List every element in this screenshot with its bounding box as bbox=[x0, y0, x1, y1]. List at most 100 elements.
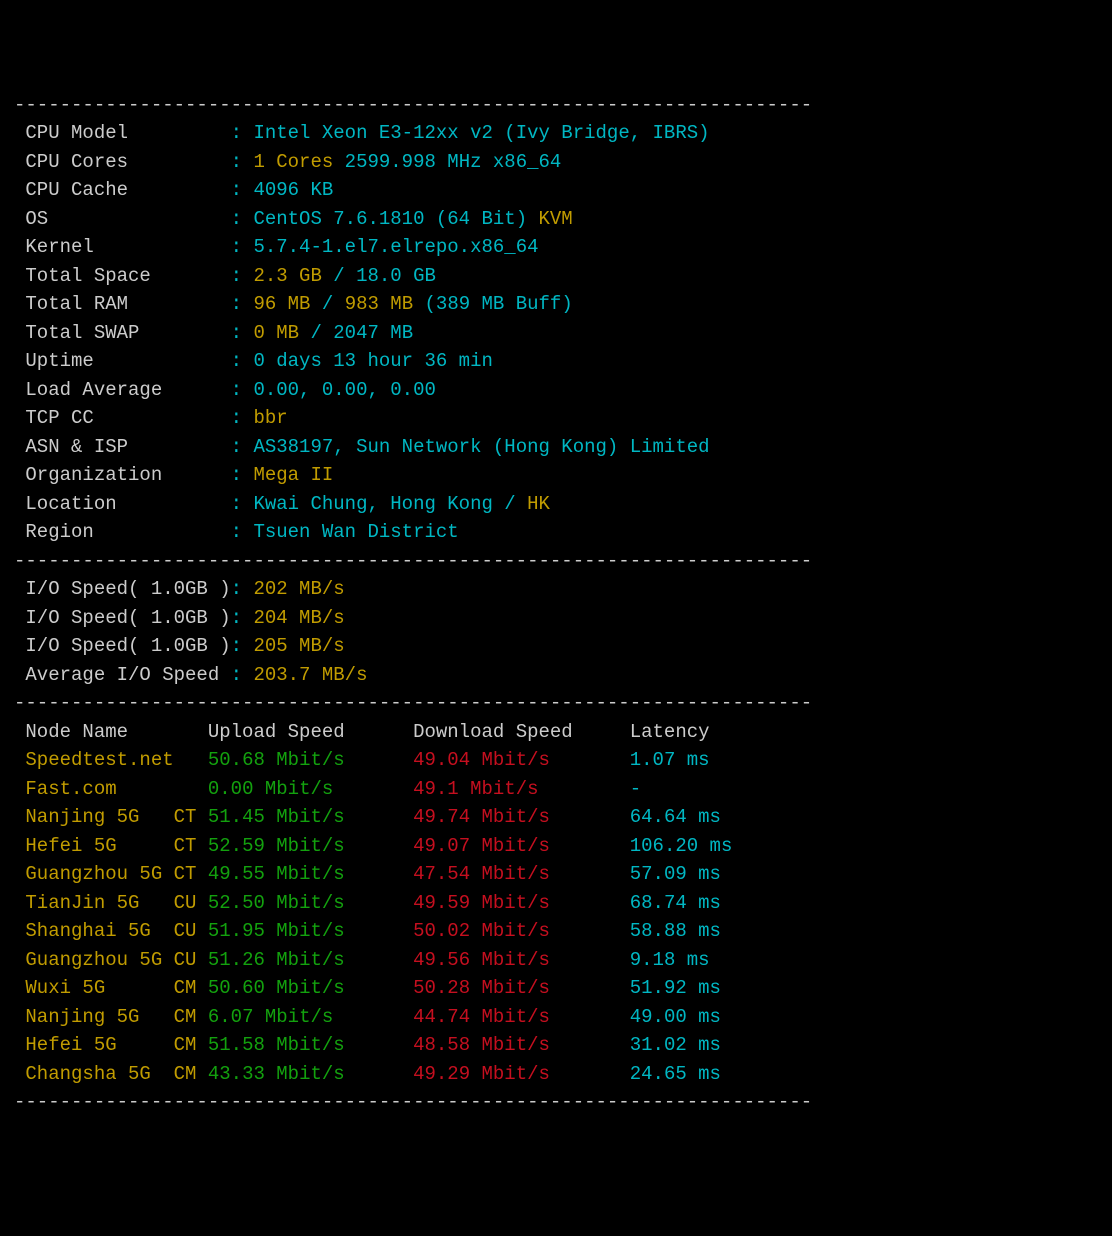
speedtest-download: 49.59 Mbit/s bbox=[413, 892, 630, 914]
speedtest-upload: 50.60 Mbit/s bbox=[208, 977, 413, 999]
speedtest-upload: 51.26 Mbit/s bbox=[208, 949, 413, 971]
system-info-row: Total SWAP : 0 MB / 2047 MB bbox=[14, 319, 1098, 348]
system-info-value: Mega II bbox=[253, 464, 333, 486]
system-info-value: 0 MB bbox=[253, 322, 310, 344]
speedtest-isp: CM bbox=[174, 1034, 208, 1056]
speedtest-node: Nanjing 5G bbox=[14, 806, 174, 828]
speedtest-node: Hefei 5G bbox=[14, 835, 174, 857]
system-info-row: Kernel : 5.7.4-1.el7.elrepo.x86_64 bbox=[14, 233, 1098, 262]
system-info-value: bbr bbox=[253, 407, 287, 429]
speedtest-node: Guangzhou 5G bbox=[14, 949, 174, 971]
speedtest-download: 49.1 Mbit/s bbox=[413, 778, 630, 800]
speedtest-latency: 9.18 ms bbox=[630, 949, 710, 971]
system-info-row: ASN & ISP : AS38197, Sun Network (Hong K… bbox=[14, 433, 1098, 462]
speedtest-download: 47.54 Mbit/s bbox=[413, 863, 630, 885]
speedtest-row: Speedtest.net 50.68 Mbit/s 49.04 Mbit/s … bbox=[14, 746, 1098, 775]
system-info-value: 1 Cores bbox=[253, 151, 344, 173]
io-speed-row: I/O Speed( 1.0GB ): 205 MB/s bbox=[14, 632, 1098, 661]
system-info-value: 5.7.4-1.el7.elrepo.x86_64 bbox=[253, 236, 538, 258]
speedtest-latency: 64.64 ms bbox=[630, 806, 721, 828]
terminal-output: ----------------------------------------… bbox=[14, 91, 1098, 1117]
speedtest-isp: CM bbox=[174, 1063, 208, 1085]
speedtest-upload: 50.68 Mbit/s bbox=[208, 749, 413, 771]
system-info-value: AS38197, Sun Network (Hong Kong) Limited bbox=[253, 436, 709, 458]
speedtest-row: Hefei 5G CM 51.58 Mbit/s 48.58 Mbit/s 31… bbox=[14, 1031, 1098, 1060]
system-info-value: HK bbox=[527, 493, 550, 515]
speedtest-node: Guangzhou 5G bbox=[14, 863, 174, 885]
speedtest-latency: 1.07 ms bbox=[630, 749, 710, 771]
speedtest-latency: 49.00 ms bbox=[630, 1006, 721, 1028]
speedtest-isp: CM bbox=[174, 1006, 208, 1028]
io-speed-row: Average I/O Speed : 203.7 MB/s bbox=[14, 661, 1098, 690]
system-info-value: x86_64 bbox=[493, 151, 561, 173]
speedtest-download: 50.02 Mbit/s bbox=[413, 920, 630, 942]
system-info-value: 2047 MB bbox=[333, 322, 413, 344]
system-info-value: KVM bbox=[539, 208, 573, 230]
system-info-row: CPU Cores : 1 Cores 2599.998 MHz x86_64 bbox=[14, 148, 1098, 177]
speedtest-latency: 106.20 ms bbox=[630, 835, 733, 857]
speedtest-row: Guangzhou 5G CU 51.26 Mbit/s 49.56 Mbit/… bbox=[14, 946, 1098, 975]
speedtest-upload: 52.50 Mbit/s bbox=[208, 892, 413, 914]
system-info-value: Kwai Chung, Hong Kong / bbox=[253, 493, 527, 515]
io-speed-row: I/O Speed( 1.0GB ): 204 MB/s bbox=[14, 604, 1098, 633]
speedtest-upload: 51.95 Mbit/s bbox=[208, 920, 413, 942]
speedtest-latency: 24.65 ms bbox=[630, 1063, 721, 1085]
system-info-value: (389 MB Buff) bbox=[425, 293, 573, 315]
separator-line: ----------------------------------------… bbox=[14, 547, 1098, 576]
speedtest-latency: 58.88 ms bbox=[630, 920, 721, 942]
system-info-value: 2599.998 MHz bbox=[345, 151, 493, 173]
system-info-row: Load Average : 0.00, 0.00, 0.00 bbox=[14, 376, 1098, 405]
system-info-value: 4096 KB bbox=[253, 179, 333, 201]
speedtest-isp: CU bbox=[174, 920, 208, 942]
speedtest-node: Hefei 5G bbox=[14, 1034, 174, 1056]
speedtest-node: Nanjing 5G bbox=[14, 1006, 174, 1028]
system-info-value: Intel Xeon E3-12xx v2 (Ivy Bridge, IBRS) bbox=[253, 122, 709, 144]
speedtest-row: Shanghai 5G CU 51.95 Mbit/s 50.02 Mbit/s… bbox=[14, 917, 1098, 946]
io-speed-row: I/O Speed( 1.0GB ): 202 MB/s bbox=[14, 575, 1098, 604]
speedtest-isp bbox=[174, 778, 208, 800]
system-info-row: CPU Model : Intel Xeon E3-12xx v2 (Ivy B… bbox=[14, 119, 1098, 148]
system-info-row: Uptime : 0 days 13 hour 36 min bbox=[14, 347, 1098, 376]
speedtest-download: 49.04 Mbit/s bbox=[413, 749, 630, 771]
system-info-row: Organization : Mega II bbox=[14, 461, 1098, 490]
speedtest-node: Shanghai 5G bbox=[14, 920, 174, 942]
io-speed-value: 203.7 MB/s bbox=[253, 664, 367, 686]
system-info-value: CentOS 7.6.1810 (64 Bit) bbox=[253, 208, 538, 230]
speedtest-isp: CM bbox=[174, 977, 208, 999]
speedtest-row: TianJin 5G CU 52.50 Mbit/s 49.59 Mbit/s … bbox=[14, 889, 1098, 918]
speedtest-download: 44.74 Mbit/s bbox=[413, 1006, 630, 1028]
speedtest-node: Speedtest.net bbox=[14, 749, 174, 771]
speedtest-header: Node Name Upload Speed Download Speed La… bbox=[14, 718, 1098, 747]
system-info-value: / bbox=[310, 322, 333, 344]
io-speed-value: 204 MB/s bbox=[253, 607, 344, 629]
speedtest-download: 49.29 Mbit/s bbox=[413, 1063, 630, 1085]
speedtest-row: Wuxi 5G CM 50.60 Mbit/s 50.28 Mbit/s 51.… bbox=[14, 974, 1098, 1003]
separator-line: ----------------------------------------… bbox=[14, 689, 1098, 718]
speedtest-row: Nanjing 5G CM 6.07 Mbit/s 44.74 Mbit/s 4… bbox=[14, 1003, 1098, 1032]
speedtest-latency: 68.74 ms bbox=[630, 892, 721, 914]
speedtest-row: Hefei 5G CT 52.59 Mbit/s 49.07 Mbit/s 10… bbox=[14, 832, 1098, 861]
speedtest-latency: 31.02 ms bbox=[630, 1034, 721, 1056]
speedtest-row: Changsha 5G CM 43.33 Mbit/s 49.29 Mbit/s… bbox=[14, 1060, 1098, 1089]
speedtest-row: Nanjing 5G CT 51.45 Mbit/s 49.74 Mbit/s … bbox=[14, 803, 1098, 832]
speedtest-node: TianJin 5G bbox=[14, 892, 174, 914]
system-info-row: CPU Cache : 4096 KB bbox=[14, 176, 1098, 205]
speedtest-isp: CT bbox=[174, 863, 208, 885]
speedtest-node: Wuxi 5G bbox=[14, 977, 174, 999]
system-info-value: 96 MB bbox=[253, 293, 321, 315]
speedtest-upload: 51.58 Mbit/s bbox=[208, 1034, 413, 1056]
speedtest-upload: 6.07 Mbit/s bbox=[208, 1006, 413, 1028]
system-info-row: Total Space : 2.3 GB / 18.0 GB bbox=[14, 262, 1098, 291]
speedtest-row: Fast.com 0.00 Mbit/s 49.1 Mbit/s - bbox=[14, 775, 1098, 804]
system-info-value: Tsuen Wan District bbox=[253, 521, 458, 543]
separator-line: ----------------------------------------… bbox=[14, 1088, 1098, 1117]
speedtest-upload: 52.59 Mbit/s bbox=[208, 835, 413, 857]
system-info-row: OS : CentOS 7.6.1810 (64 Bit) KVM bbox=[14, 205, 1098, 234]
speedtest-node: Changsha 5G bbox=[14, 1063, 174, 1085]
speedtest-upload: 43.33 Mbit/s bbox=[208, 1063, 413, 1085]
speedtest-isp: CU bbox=[174, 892, 208, 914]
system-info-row: Location : Kwai Chung, Hong Kong / HK bbox=[14, 490, 1098, 519]
speedtest-download: 49.56 Mbit/s bbox=[413, 949, 630, 971]
speedtest-row: Guangzhou 5G CT 49.55 Mbit/s 47.54 Mbit/… bbox=[14, 860, 1098, 889]
speedtest-isp: CT bbox=[174, 835, 208, 857]
